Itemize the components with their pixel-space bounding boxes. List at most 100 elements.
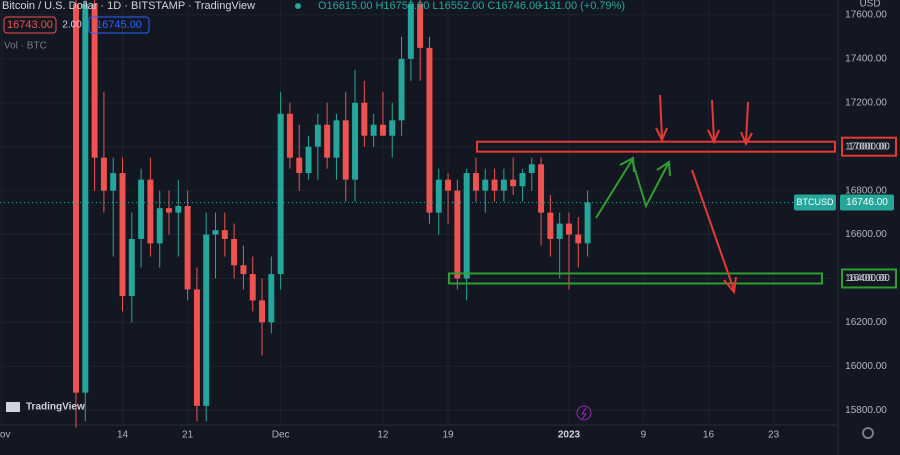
- arrow-head: [656, 160, 671, 177]
- volume-label: Vol · BTC: [4, 41, 47, 52]
- candle-body: [510, 179, 517, 187]
- candle-body: [82, 3, 89, 393]
- y-tick-label: 17000.00: [845, 141, 887, 152]
- candle-body: [482, 179, 489, 191]
- candle-body: [259, 300, 266, 323]
- candle-body: [389, 120, 396, 136]
- candle-body: [538, 164, 545, 213]
- event-bolt: [581, 407, 588, 420]
- x-tick-label: 23: [768, 430, 780, 441]
- x-tick-label: Dec: [272, 430, 290, 441]
- candle-body: [221, 230, 228, 239]
- ask-box[interactable]: [88, 16, 150, 34]
- price-zone: [476, 140, 836, 153]
- candle-body: [454, 190, 461, 279]
- arrow: [711, 99, 715, 141]
- candle-body: [472, 173, 479, 191]
- y-tick-label: 16600.00: [845, 229, 887, 240]
- arrow-head: [740, 131, 753, 147]
- bid-box[interactable]: [3, 16, 57, 34]
- candle-body: [268, 274, 275, 323]
- candle-body: [547, 212, 554, 239]
- ask[interactable]: 16745.00: [96, 19, 142, 31]
- candle-body: [166, 208, 172, 213]
- x-tick-label: 16: [703, 430, 715, 441]
- event-icon[interactable]: [576, 405, 592, 421]
- plot: [0, 0, 836, 428]
- settings-icon[interactable]: [862, 427, 874, 439]
- arrow: [631, 159, 669, 209]
- candle-body: [565, 223, 572, 235]
- candle-body: [156, 208, 163, 244]
- price-zone: [448, 272, 823, 285]
- candle-body: [193, 289, 200, 406]
- x-tick-label: 19: [442, 430, 454, 441]
- candle-body: [138, 179, 145, 239]
- candle-body: [314, 124, 321, 147]
- y-tick-label: 16000.00: [845, 361, 887, 372]
- candle-body: [231, 238, 238, 266]
- arrow: [745, 101, 749, 143]
- candle-body: [305, 146, 312, 174]
- candle-body: [203, 234, 210, 406]
- price-label: 16400.00: [848, 273, 890, 284]
- candle-body: [119, 173, 126, 297]
- y-tick-label: 17600.00: [845, 10, 887, 21]
- candle-body: [370, 124, 377, 136]
- candle-body: [110, 173, 117, 191]
- drawings: [595, 94, 753, 295]
- brand-logo: [6, 402, 20, 412]
- candle-body: [184, 205, 191, 290]
- candle-body: [528, 164, 535, 174]
- candle-body: [147, 179, 154, 244]
- last-price-label: 16746.00: [846, 197, 888, 208]
- price-label-box: [841, 136, 897, 157]
- candle-body: [417, 3, 424, 48]
- arrow-head: [655, 127, 668, 143]
- candle-body: [277, 113, 284, 275]
- x-tick-label: 14: [117, 430, 129, 441]
- candle-body: [445, 179, 452, 191]
- bid[interactable]: 16743.00: [7, 19, 53, 31]
- candle-body: [435, 179, 442, 213]
- arrow-head: [723, 276, 737, 295]
- candle-body: [584, 202, 591, 244]
- x-tick-label: 21: [182, 430, 194, 441]
- arrow: [691, 169, 735, 291]
- candle-body: [519, 173, 526, 187]
- candle-body: [556, 223, 563, 239]
- spread: 2.00: [62, 20, 82, 31]
- y-tick-label: 17200.00: [845, 97, 887, 108]
- candle-body: [100, 157, 107, 191]
- brand: TradingView: [26, 402, 85, 413]
- candle-body: [128, 238, 135, 297]
- candle-body: [407, 3, 414, 59]
- currency: USD: [859, 0, 880, 10]
- candle-body: [398, 58, 405, 121]
- arrow-head: [707, 129, 720, 145]
- price-label-box: [841, 268, 897, 289]
- candle-body: [352, 102, 359, 180]
- candle-body: [296, 157, 303, 174]
- candle-body: [91, 3, 98, 158]
- y-tick-label: 16400.00: [845, 273, 887, 284]
- candle-body: [175, 205, 182, 213]
- candle-body: [73, 3, 79, 393]
- arrow: [595, 159, 633, 219]
- x-tick-label: 9: [641, 430, 647, 441]
- x-tick-label: 12: [377, 430, 389, 441]
- candle-body: [240, 265, 247, 275]
- y-tick-label: 16200.00: [845, 317, 887, 328]
- candle-body: [249, 274, 256, 301]
- candle-body: [426, 47, 433, 213]
- arrow: [659, 94, 663, 139]
- ohlc: O16615.00 H16752.00 L16552.00 C16746.00: [318, 0, 541, 12]
- green-arrows: [595, 156, 671, 219]
- candle-body: [379, 124, 386, 136]
- y-tick-label: 17400.00: [845, 53, 887, 64]
- candle-body: [212, 230, 219, 235]
- y-tick-label: 16800.00: [845, 185, 887, 196]
- symbol-box: [794, 194, 836, 211]
